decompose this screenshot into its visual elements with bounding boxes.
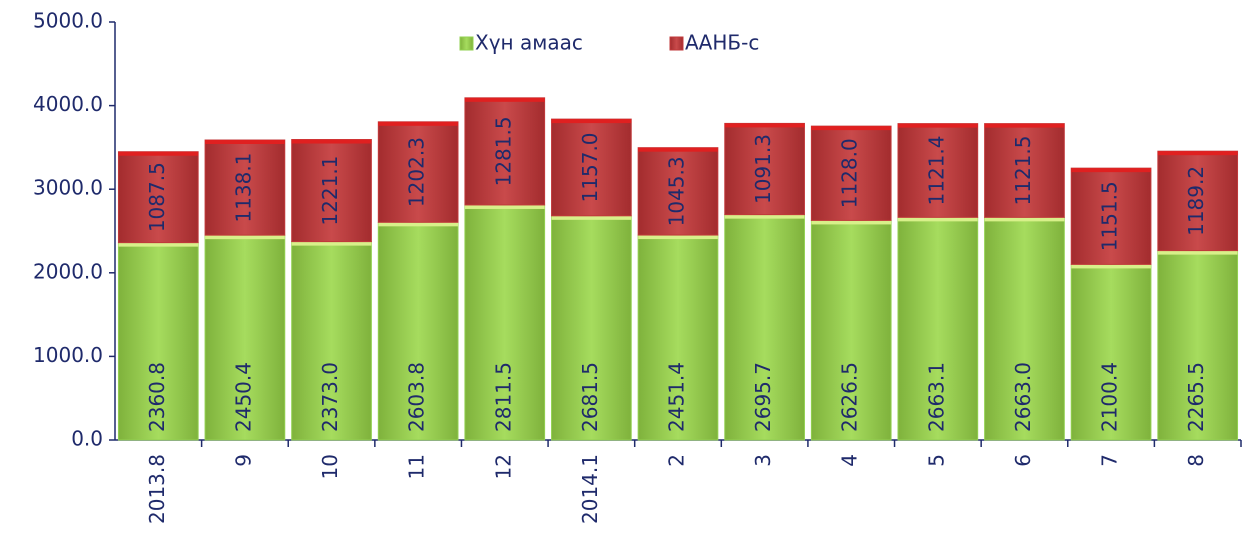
- x-tick-label: 3: [751, 454, 775, 467]
- data-label: 2451.4: [665, 362, 689, 432]
- data-label: 1121.4: [924, 135, 948, 205]
- data-label: 2100.4: [1098, 362, 1122, 432]
- bar-top: [1157, 151, 1238, 156]
- bar-segment: [637, 234, 719, 441]
- x-tick-label: 2014.1: [578, 454, 602, 524]
- bar-top: [291, 241, 372, 246]
- data-label: 2360.8: [145, 362, 169, 432]
- x-tick-label: 11: [405, 454, 429, 479]
- bar-top: [898, 123, 978, 128]
- data-label: 1138.1: [231, 153, 255, 223]
- bar-segment: [291, 139, 372, 243]
- data-label: 1121.5: [1011, 136, 1035, 206]
- data-label: 2695.7: [751, 362, 775, 432]
- x-tick-label: 7: [1098, 454, 1122, 467]
- bar-top: [378, 121, 458, 126]
- data-label: 1281.5: [491, 116, 515, 186]
- data-label: 1221.1: [318, 156, 342, 226]
- bar-top: [551, 215, 632, 220]
- bar-top: [464, 204, 545, 209]
- data-label: 2663.1: [924, 362, 948, 432]
- bar-segment: [377, 121, 459, 223]
- legend-swatch: [459, 36, 474, 51]
- data-label: 2373.0: [318, 362, 342, 432]
- y-tick-label: 0.0: [71, 427, 103, 451]
- data-label: 1091.3: [751, 134, 775, 204]
- x-tick-label: 2: [665, 454, 689, 467]
- y-tick-label: 1000.0: [33, 343, 103, 367]
- x-tick-label: 4: [838, 454, 862, 467]
- legend-label: Хүн амаас: [475, 31, 583, 55]
- y-tick-label: 3000.0: [33, 176, 103, 200]
- bar-segment: [1157, 150, 1239, 252]
- data-label: 1128.0: [838, 138, 862, 208]
- bar-top: [898, 217, 978, 222]
- x-tick-label: 9: [231, 454, 255, 467]
- bar-top: [1071, 264, 1151, 269]
- bar-top: [551, 119, 632, 124]
- data-label: 1087.5: [145, 162, 169, 232]
- x-tick-label: 5: [924, 454, 948, 467]
- data-label: 1045.3: [665, 156, 689, 226]
- bar-segment: [1157, 250, 1239, 441]
- bar-segment: [984, 216, 1065, 441]
- data-label: 2603.8: [405, 362, 429, 432]
- data-label: 2681.5: [578, 362, 602, 432]
- bar-segment: [464, 97, 546, 206]
- x-tick-label: 8: [1184, 454, 1208, 467]
- bar-segment: [117, 151, 199, 244]
- bar-top: [291, 139, 372, 144]
- bar-segment: [724, 214, 805, 441]
- bar-top: [811, 220, 892, 225]
- x-tick-label: 2013.8: [145, 454, 169, 524]
- bar-top: [638, 147, 718, 152]
- bar-segment: [291, 241, 372, 441]
- bar-segment: [637, 147, 719, 236]
- bar-top: [1157, 250, 1238, 255]
- data-label: 1151.5: [1098, 181, 1122, 251]
- bar-top: [984, 217, 1065, 222]
- bar-top: [118, 151, 199, 156]
- bar-segment: [1070, 263, 1152, 441]
- bar-segment: [551, 118, 632, 217]
- bar-segment: [117, 242, 199, 441]
- legend-swatch: [669, 36, 684, 51]
- data-label: 2450.4: [231, 362, 255, 432]
- bar-top: [984, 123, 1065, 128]
- data-label: 1202.3: [405, 137, 429, 207]
- x-tick-label: 12: [491, 454, 515, 479]
- bar-segment: [724, 122, 805, 216]
- data-label: 1157.0: [578, 132, 602, 202]
- bar-top: [638, 235, 718, 240]
- legend-label: ААНБ-с: [685, 31, 759, 55]
- data-label: 2663.0: [1011, 362, 1035, 432]
- bar-top: [378, 222, 458, 227]
- data-label: 2811.5: [491, 362, 515, 432]
- bar-segment: [984, 123, 1065, 218]
- data-label: 1189.2: [1184, 166, 1208, 236]
- y-tick-label: 2000.0: [33, 259, 103, 283]
- bar-top: [205, 235, 285, 240]
- bar-top: [205, 140, 285, 145]
- bar-segment: [810, 219, 892, 441]
- bar-top: [724, 123, 805, 128]
- y-tick-label: 4000.0: [33, 92, 103, 116]
- y-tick-label: 5000.0: [33, 9, 103, 33]
- data-label: 2626.5: [838, 362, 862, 432]
- bar-segment: [204, 139, 286, 236]
- bar-segment: [897, 216, 979, 441]
- bar-segment: [204, 234, 286, 441]
- x-tick-label: 6: [1011, 454, 1035, 467]
- bar-top: [118, 242, 199, 247]
- bar-top: [724, 214, 805, 219]
- bar-top: [811, 126, 892, 131]
- data-label: 2265.5: [1184, 362, 1208, 432]
- bar-top: [1071, 168, 1151, 173]
- bar-segment: [377, 221, 459, 441]
- bar-top: [464, 97, 545, 102]
- x-tick-label: 10: [318, 454, 342, 479]
